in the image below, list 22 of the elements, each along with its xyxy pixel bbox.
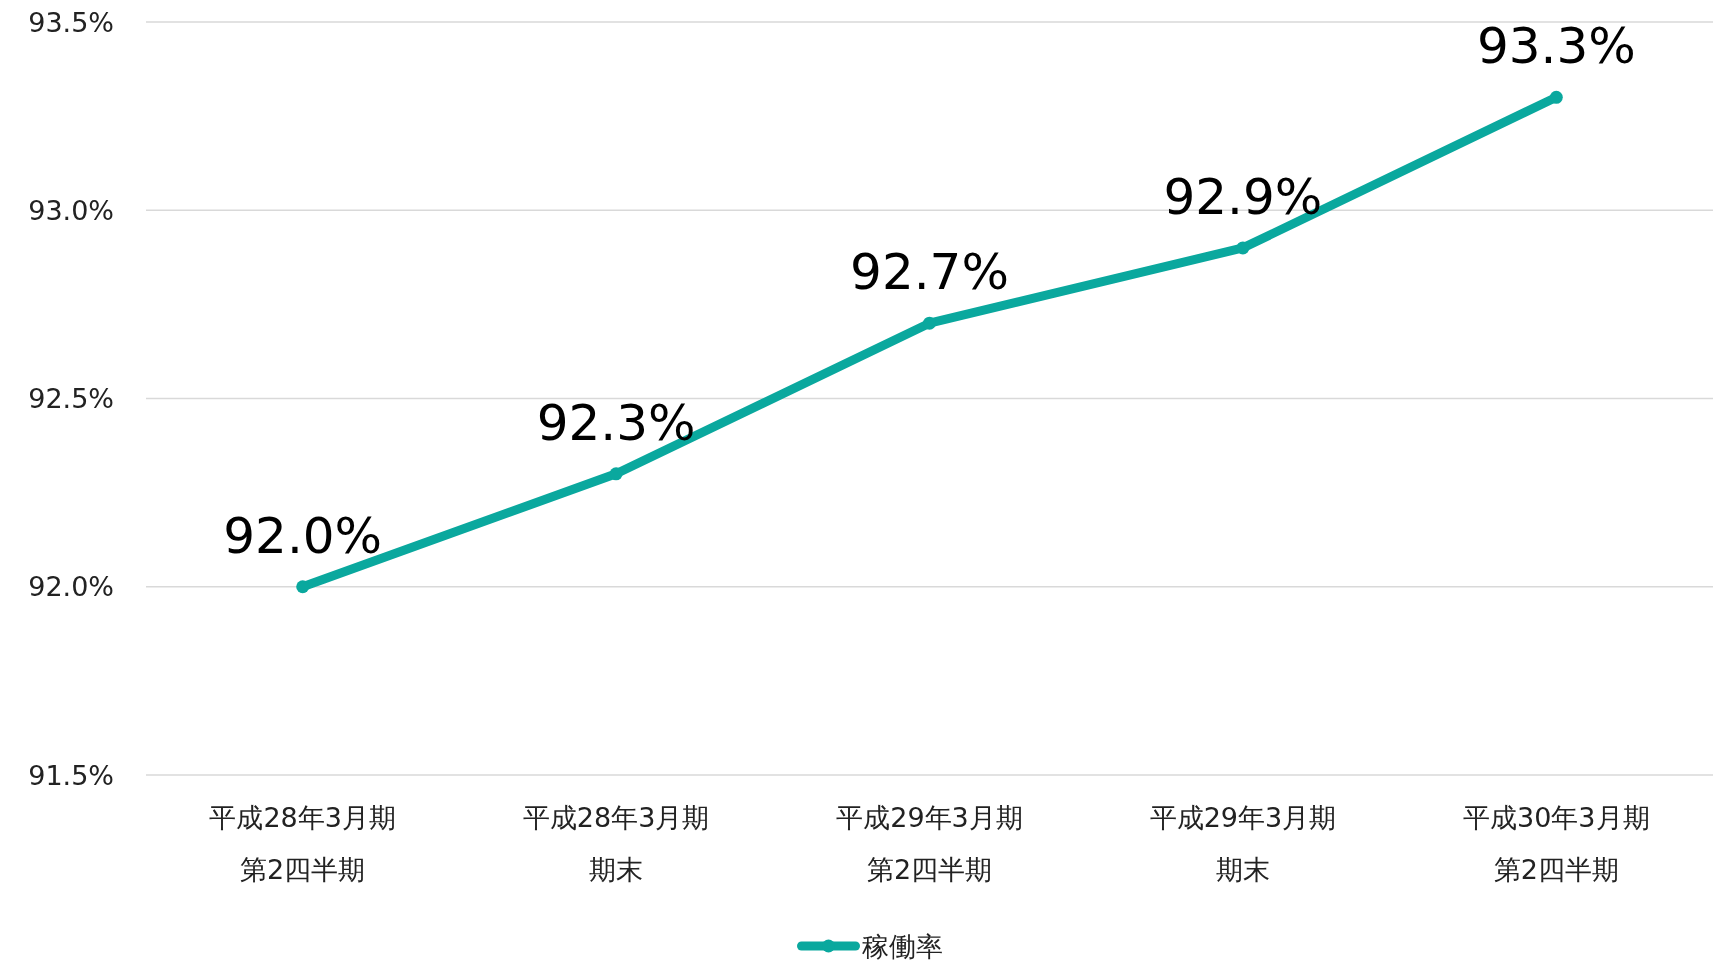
y-tick-label: 92.0% <box>28 571 114 603</box>
y-tick-label: 93.0% <box>28 194 114 226</box>
x-tick-label: 平成29年3月期期末 <box>1149 802 1337 885</box>
x-tick-label: 平成28年3月期第2四半期 <box>209 802 396 885</box>
data-label: 92.3% <box>536 393 696 452</box>
data-label: 92.7% <box>850 243 1009 302</box>
point <box>923 316 936 330</box>
y-tick-label: 93.5% <box>28 6 114 38</box>
x-tick-label: 平成29年3月期第2四半期 <box>836 802 1023 885</box>
data-label: 92.9% <box>1163 167 1323 226</box>
legend: 稼働率 <box>797 930 943 962</box>
y-tick-label: 92.5% <box>28 383 114 414</box>
x-tick-label: 平成28年3月期期末 <box>522 802 710 885</box>
point <box>609 467 623 481</box>
point <box>296 580 310 594</box>
point <box>1549 90 1563 104</box>
point <box>1236 241 1250 255</box>
legend-label: 稼働率 <box>861 930 943 962</box>
data-label: 93.3% <box>1476 17 1636 76</box>
y-tick-label: 91.5% <box>28 759 114 791</box>
data-label: 92.0% <box>223 506 383 565</box>
x-tick-label: 平成30年3月期第2四半期 <box>1463 802 1650 885</box>
